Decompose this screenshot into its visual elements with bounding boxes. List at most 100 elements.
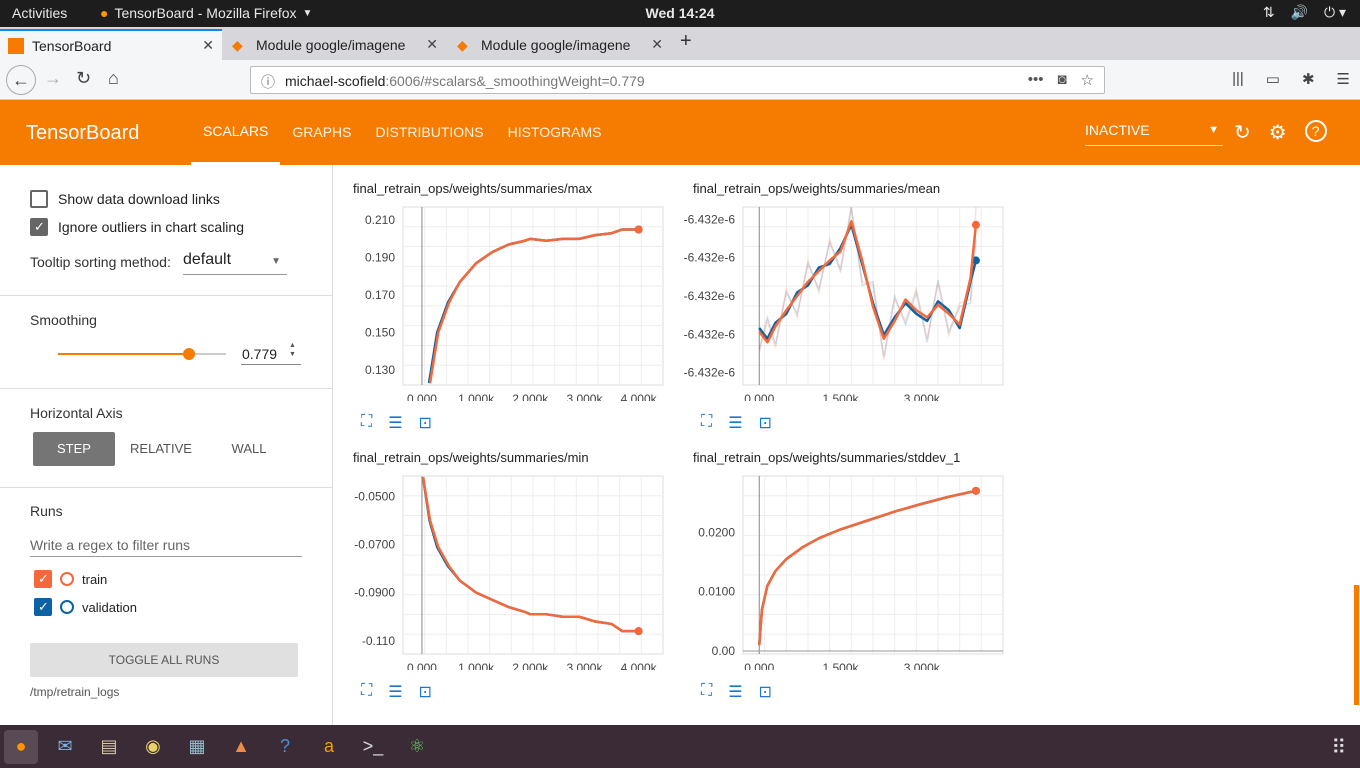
tab-graphs[interactable]: GRAPHS xyxy=(292,124,352,140)
url-text: michael-scofield:6006/#scalars&_smoothin… xyxy=(285,73,645,89)
run-color-icon[interactable] xyxy=(60,572,74,586)
chart-min[interactable]: 0.000 1.000k 2.000k 3.000k 4.000k -0.0500 -0.0… xyxy=(333,470,683,670)
run-color-icon[interactable] xyxy=(60,600,74,614)
fit-domain-icon[interactable]: ⊡ xyxy=(758,415,772,432)
toggle-log-icon[interactable]: ☰ xyxy=(388,684,403,701)
smoothing-slider[interactable] xyxy=(58,348,226,360)
info-icon[interactable]: ⓘ xyxy=(261,74,275,90)
menu-icon[interactable]: ☰ xyxy=(1336,71,1350,88)
chart-card-max: final_retrain_ops/weights/summaries/max … xyxy=(333,165,673,432)
y-tick-label: -0.0500 xyxy=(354,489,395,503)
thunderbird-icon[interactable]: ✉ xyxy=(57,736,73,756)
reload-button[interactable]: ↻ xyxy=(76,68,92,88)
pocket-icon[interactable]: ◙ xyxy=(1057,71,1067,88)
tab-module-2[interactable]: ◆ Module google/imagene ✕ xyxy=(449,29,671,60)
tab-scalars[interactable]: SCALARS xyxy=(191,100,281,165)
bookmark-star-icon[interactable]: ☆ xyxy=(1080,72,1094,89)
page-actions-icon[interactable]: ••• xyxy=(1027,71,1044,88)
spin-down-icon[interactable]: ▼ xyxy=(289,351,296,358)
toggle-log-icon[interactable]: ☰ xyxy=(728,684,743,701)
toggle-log-icon[interactable]: ☰ xyxy=(728,415,743,432)
show-applications-icon[interactable]: ⠿ xyxy=(1331,737,1346,759)
back-button[interactable]: ← xyxy=(6,65,36,95)
show-download-links-checkbox[interactable]: Show data download links xyxy=(30,190,220,208)
chart-mean[interactable]: 0.000 1.500k 3.000k -6.432e-6 -6.432e-6 -6.43… xyxy=(673,201,1023,401)
system-tray[interactable]: ⇅ 🔊 ⏻ ▾ xyxy=(1263,4,1346,21)
toggle-all-runs-button[interactable]: TOGGLE ALL RUNS xyxy=(30,643,298,677)
haxis-step-button[interactable]: STEP xyxy=(33,432,115,466)
fit-domain-icon[interactable]: ⊡ xyxy=(758,684,772,701)
ignore-outliers-checkbox[interactable]: Ignore outliers in chart scaling xyxy=(30,218,244,236)
toggle-log-icon[interactable]: ☰ xyxy=(388,415,403,432)
activities-button[interactable]: Activities xyxy=(12,5,68,21)
gear-icon[interactable]: ⚙ xyxy=(1268,122,1287,144)
fit-domain-icon[interactable]: ⊡ xyxy=(418,684,432,701)
fit-domain-icon[interactable]: ⊡ xyxy=(418,415,432,432)
close-tab-icon[interactable]: ✕ xyxy=(651,36,663,52)
expand-icon[interactable]: ⛶ xyxy=(361,682,373,699)
smoothing-input[interactable]: 0.779 xyxy=(241,343,301,365)
terminal-icon[interactable]: >_ xyxy=(362,736,384,756)
y-tick-label: 0.130 xyxy=(365,363,395,377)
atom-icon[interactable]: ⚛ xyxy=(408,736,426,756)
select-value: default xyxy=(183,251,232,268)
sidebar-icon[interactable]: ▭ xyxy=(1265,71,1280,88)
chart-max[interactable]: 0.000 1.000k 2.000k 3.000k 4.000k 0.210 0.190 0… xyxy=(333,201,683,401)
chevron-down-icon: ▼ xyxy=(302,7,313,19)
document-viewer-icon[interactable]: ▦ xyxy=(188,736,206,756)
y-tick-label: -6.432e-6 xyxy=(684,327,736,341)
run-checkbox[interactable] xyxy=(34,570,52,588)
refresh-icon[interactable]: ↻ xyxy=(1234,122,1251,144)
checkbox-box[interactable] xyxy=(30,218,48,236)
library-icon[interactable]: ||| xyxy=(1232,70,1244,87)
disk-icon[interactable]: ◉ xyxy=(145,736,161,756)
new-tab-button[interactable]: + xyxy=(680,30,692,52)
home-button[interactable]: ⌂ xyxy=(108,68,119,88)
smoothing-spinner[interactable]: ▲ ▼ xyxy=(289,341,296,359)
close-tab-icon[interactable]: ✕ xyxy=(426,36,438,52)
tab-histograms[interactable]: HISTOGRAMS xyxy=(507,124,602,140)
slider-knob[interactable] xyxy=(182,348,195,360)
software-center-icon[interactable]: ▲ xyxy=(232,736,250,756)
expand-icon[interactable]: ⛶ xyxy=(361,413,373,430)
divider xyxy=(0,295,333,296)
app-menu[interactable]: ● TensorBoard - Mozilla Firefox ▼ xyxy=(100,5,312,21)
chart-stddev[interactable]: 0.000 1.500k 3.000k 0.0200 0.0100 0.00 xyxy=(673,470,1023,670)
inactive-dashboards-select[interactable]: INACTIVE ▼ xyxy=(1085,122,1223,146)
haxis-relative-button[interactable]: RELATIVE xyxy=(130,441,192,456)
x-tick-label: 3.000k xyxy=(566,392,603,401)
tab-module-1[interactable]: ◆ Module google/imagene ✕ xyxy=(224,29,446,60)
page-scrollbar[interactable] xyxy=(1354,585,1359,705)
help-icon[interactable]: ? xyxy=(1304,120,1327,142)
series-line-train xyxy=(758,489,977,646)
slider-fill xyxy=(58,353,189,355)
firefox-icon[interactable]: ● xyxy=(4,729,38,764)
tab-label: Module google/imagene xyxy=(481,36,631,53)
spin-up-icon[interactable]: ▲ xyxy=(289,342,296,349)
expand-icon[interactable]: ⛶ xyxy=(701,413,713,430)
close-tab-icon[interactable]: ✕ xyxy=(202,37,214,53)
tab-distributions[interactable]: DISTRIBUTIONS xyxy=(375,124,484,140)
x-tick-label: 0.000 xyxy=(407,392,437,401)
run-regex-input[interactable]: Write a regex to filter runs xyxy=(30,537,302,557)
x-tick-label: 1.500k xyxy=(822,661,859,670)
extension-icon[interactable]: ✱ xyxy=(1301,71,1315,88)
haxis-wall-button[interactable]: WALL xyxy=(231,441,267,456)
forward-button[interactable]: → xyxy=(44,68,62,88)
amazon-icon[interactable]: a xyxy=(323,736,334,756)
files-icon[interactable]: ▤ xyxy=(100,736,118,756)
y-tick-label: 0.0200 xyxy=(698,525,735,539)
url-bar[interactable]: ⓘ michael-scofield:6006/#scalars&_smooth… xyxy=(250,66,1105,94)
x-tick-label: 3.000k xyxy=(566,661,603,670)
checkbox-box[interactable] xyxy=(30,190,48,208)
tab-tensorboard[interactable]: TensorBoard ✕ xyxy=(0,29,222,60)
chart-title: final_retrain_ops/weights/summaries/stdd… xyxy=(693,450,961,465)
expand-icon[interactable]: ⛶ xyxy=(701,682,713,699)
tooltip-sorting-select[interactable]: default ▼ xyxy=(183,251,287,275)
run-row-validation[interactable]: validation xyxy=(34,598,137,616)
clock[interactable]: Wed 14:24 xyxy=(645,5,715,21)
run-checkbox[interactable] xyxy=(34,598,52,616)
help-icon[interactable]: ? xyxy=(279,736,290,756)
x-tick-label: 4.000k xyxy=(621,392,658,401)
run-row-train[interactable]: train xyxy=(34,570,107,588)
